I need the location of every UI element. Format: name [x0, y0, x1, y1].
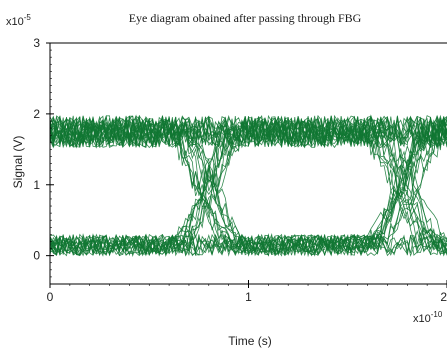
y-tick-label: 0	[33, 249, 40, 263]
y-tick-label: 2	[33, 107, 40, 121]
eye-trace	[50, 114, 447, 256]
eye-trace	[50, 115, 447, 256]
y-axis-label: Signal (V)	[11, 136, 25, 189]
eye-traces	[50, 114, 447, 258]
eye-trace	[50, 115, 447, 257]
x-multiplier-exponent: -10	[431, 310, 443, 319]
y-multiplier: x10-5	[6, 13, 31, 28]
y-multiplier-base: x10	[6, 16, 24, 28]
eye-trace	[50, 115, 447, 250]
y-tick-label: 1	[33, 178, 40, 192]
x-multiplier-base: x10	[413, 313, 431, 325]
chart-title: Eye diagram obained after passing throug…	[129, 11, 362, 25]
x-tick-label: 0	[47, 290, 54, 304]
eye-trace	[50, 115, 447, 254]
y-multiplier-exponent: -5	[24, 13, 32, 22]
eye-trace	[50, 114, 447, 149]
chart-axes: 0 1 2 3 0 1 2	[33, 36, 447, 304]
x-tick-label: 1	[245, 290, 252, 304]
x-multiplier: x10-10	[413, 310, 443, 325]
eye-trace	[50, 124, 447, 257]
eye-trace	[50, 114, 447, 258]
x-axis-label: Time (s)	[228, 334, 272, 348]
y-tick-label: 3	[33, 36, 40, 50]
eye-trace	[50, 114, 447, 257]
x-tick-label: 2	[440, 290, 447, 304]
